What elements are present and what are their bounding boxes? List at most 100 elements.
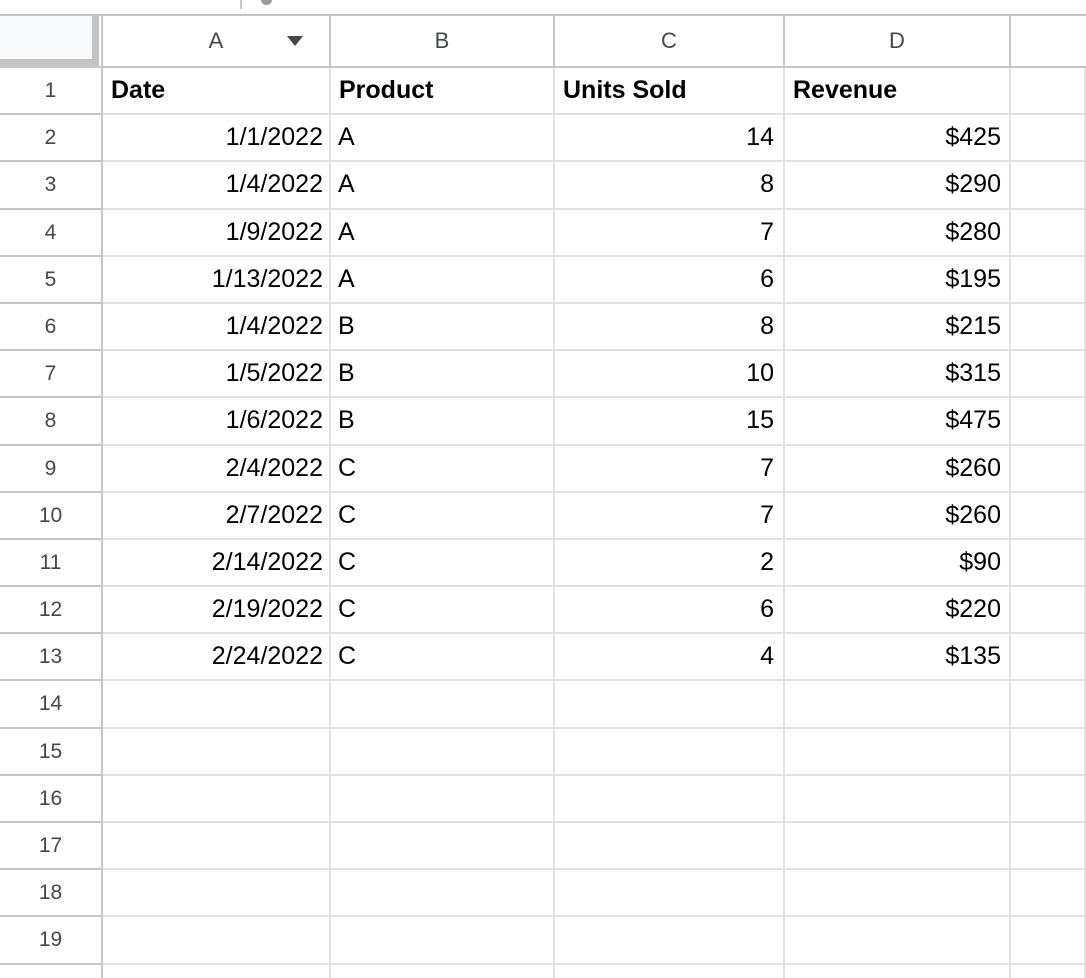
cell-A7[interactable]: 1/5/2022 (103, 351, 331, 399)
cell-A11[interactable]: 2/14/2022 (103, 539, 331, 588)
row-header-8[interactable]: 8 (0, 398, 103, 446)
cell-A10[interactable]: 2/7/2022 (103, 492, 331, 540)
cell-D5[interactable]: $195 (785, 256, 1011, 304)
cell-A18[interactable] (103, 870, 331, 918)
cell-C8[interactable]: 15 (555, 398, 785, 446)
cell-B10[interactable]: C (331, 492, 555, 540)
cell-E17[interactable] (1011, 823, 1086, 871)
cell-D9[interactable]: $260 (785, 445, 1011, 493)
row-header-13[interactable]: 13 (0, 634, 103, 682)
cell-C15[interactable] (555, 728, 785, 776)
column-header-A[interactable]: A (103, 16, 331, 68)
cell-C5[interactable]: 6 (555, 256, 785, 304)
cell-B14[interactable] (331, 681, 555, 729)
cell-B2[interactable]: A (331, 115, 555, 163)
cell-B20[interactable] (331, 964, 555, 978)
cell-B3[interactable]: A (331, 162, 555, 210)
cell-B6[interactable]: B (331, 303, 555, 352)
cell-C9[interactable]: 7 (555, 445, 785, 493)
cell-E11[interactable] (1011, 539, 1086, 588)
cell-D14[interactable] (785, 681, 1011, 729)
cell-A2[interactable]: 1/1/2022 (103, 115, 331, 163)
cell-C2[interactable]: 14 (555, 115, 785, 163)
cell-E3[interactable] (1011, 162, 1086, 210)
cell-E20[interactable] (1011, 964, 1086, 978)
cell-D13[interactable]: $135 (785, 634, 1011, 682)
cell-C4[interactable]: 7 (555, 209, 785, 257)
cell-D18[interactable] (785, 870, 1011, 918)
cell-E15[interactable] (1011, 728, 1086, 776)
cell-A4[interactable]: 1/9/2022 (103, 209, 331, 257)
column-header-E[interactable] (1011, 16, 1086, 68)
cell-C13[interactable]: 4 (555, 634, 785, 682)
cell-A16[interactable] (103, 775, 331, 823)
cell-B8[interactable]: B (331, 398, 555, 446)
cell-D4[interactable]: $280 (785, 209, 1011, 257)
row-header-10[interactable]: 10 (0, 492, 103, 540)
row-header-11[interactable]: 11 (0, 539, 103, 588)
row-header-15[interactable]: 15 (0, 728, 103, 776)
cell-E6[interactable] (1011, 303, 1086, 352)
row-header-14[interactable]: 14 (0, 681, 103, 729)
cell-C17[interactable] (555, 823, 785, 871)
cell-E19[interactable] (1011, 917, 1086, 965)
row-header-3[interactable]: 3 (0, 162, 103, 210)
row-header-9[interactable]: 9 (0, 445, 103, 493)
cell-B4[interactable]: A (331, 209, 555, 257)
row-header-5[interactable]: 5 (0, 256, 103, 304)
column-dropdown-icon[interactable] (287, 36, 303, 46)
cell-B17[interactable] (331, 823, 555, 871)
cell-E1[interactable] (1011, 68, 1086, 116)
cell-D2[interactable]: $425 (785, 115, 1011, 163)
cell-E18[interactable] (1011, 870, 1086, 918)
cell-D3[interactable]: $290 (785, 162, 1011, 210)
cell-E13[interactable] (1011, 634, 1086, 682)
cell-E9[interactable] (1011, 445, 1086, 493)
cell-E10[interactable] (1011, 492, 1086, 540)
cell-E14[interactable] (1011, 681, 1086, 729)
cell-E12[interactable] (1011, 587, 1086, 635)
cell-B16[interactable] (331, 775, 555, 823)
column-header-C[interactable]: C (555, 16, 785, 68)
column-header-B[interactable]: B (331, 16, 555, 68)
cell-A20[interactable] (103, 964, 331, 978)
cell-A1[interactable]: Date (103, 68, 331, 116)
row-header-18[interactable]: 18 (0, 870, 103, 918)
row-header-6[interactable]: 6 (0, 303, 103, 352)
cell-C12[interactable]: 6 (555, 587, 785, 635)
cell-E7[interactable] (1011, 351, 1086, 399)
cell-B12[interactable]: C (331, 587, 555, 635)
cell-A12[interactable]: 2/19/2022 (103, 587, 331, 635)
cell-E8[interactable] (1011, 398, 1086, 446)
cell-A6[interactable]: 1/4/2022 (103, 303, 331, 352)
cell-B19[interactable] (331, 917, 555, 965)
row-header-16[interactable]: 16 (0, 775, 103, 823)
cell-B9[interactable]: C (331, 445, 555, 493)
cell-B15[interactable] (331, 728, 555, 776)
cell-A14[interactable] (103, 681, 331, 729)
cell-C14[interactable] (555, 681, 785, 729)
row-header-19[interactable]: 19 (0, 917, 103, 965)
cell-A17[interactable] (103, 823, 331, 871)
cell-D1[interactable]: Revenue (785, 68, 1011, 116)
row-header-1[interactable]: 1 (0, 68, 103, 116)
row-header-17[interactable]: 17 (0, 823, 103, 871)
cell-D20[interactable] (785, 964, 1011, 978)
cell-C10[interactable]: 7 (555, 492, 785, 540)
cell-A5[interactable]: 1/13/2022 (103, 256, 331, 304)
row-header-2[interactable]: 2 (0, 115, 103, 163)
cell-C16[interactable] (555, 775, 785, 823)
cell-D7[interactable]: $315 (785, 351, 1011, 399)
cell-A15[interactable] (103, 728, 331, 776)
cell-D6[interactable]: $215 (785, 303, 1011, 352)
cell-C3[interactable]: 8 (555, 162, 785, 210)
cell-C19[interactable] (555, 917, 785, 965)
cell-D15[interactable] (785, 728, 1011, 776)
cell-B18[interactable] (331, 870, 555, 918)
cell-D16[interactable] (785, 775, 1011, 823)
select-all-corner[interactable] (0, 16, 103, 68)
cell-A3[interactable]: 1/4/2022 (103, 162, 331, 210)
cell-B1[interactable]: Product (331, 68, 555, 116)
row-header-7[interactable]: 7 (0, 351, 103, 399)
cell-E5[interactable] (1011, 256, 1086, 304)
